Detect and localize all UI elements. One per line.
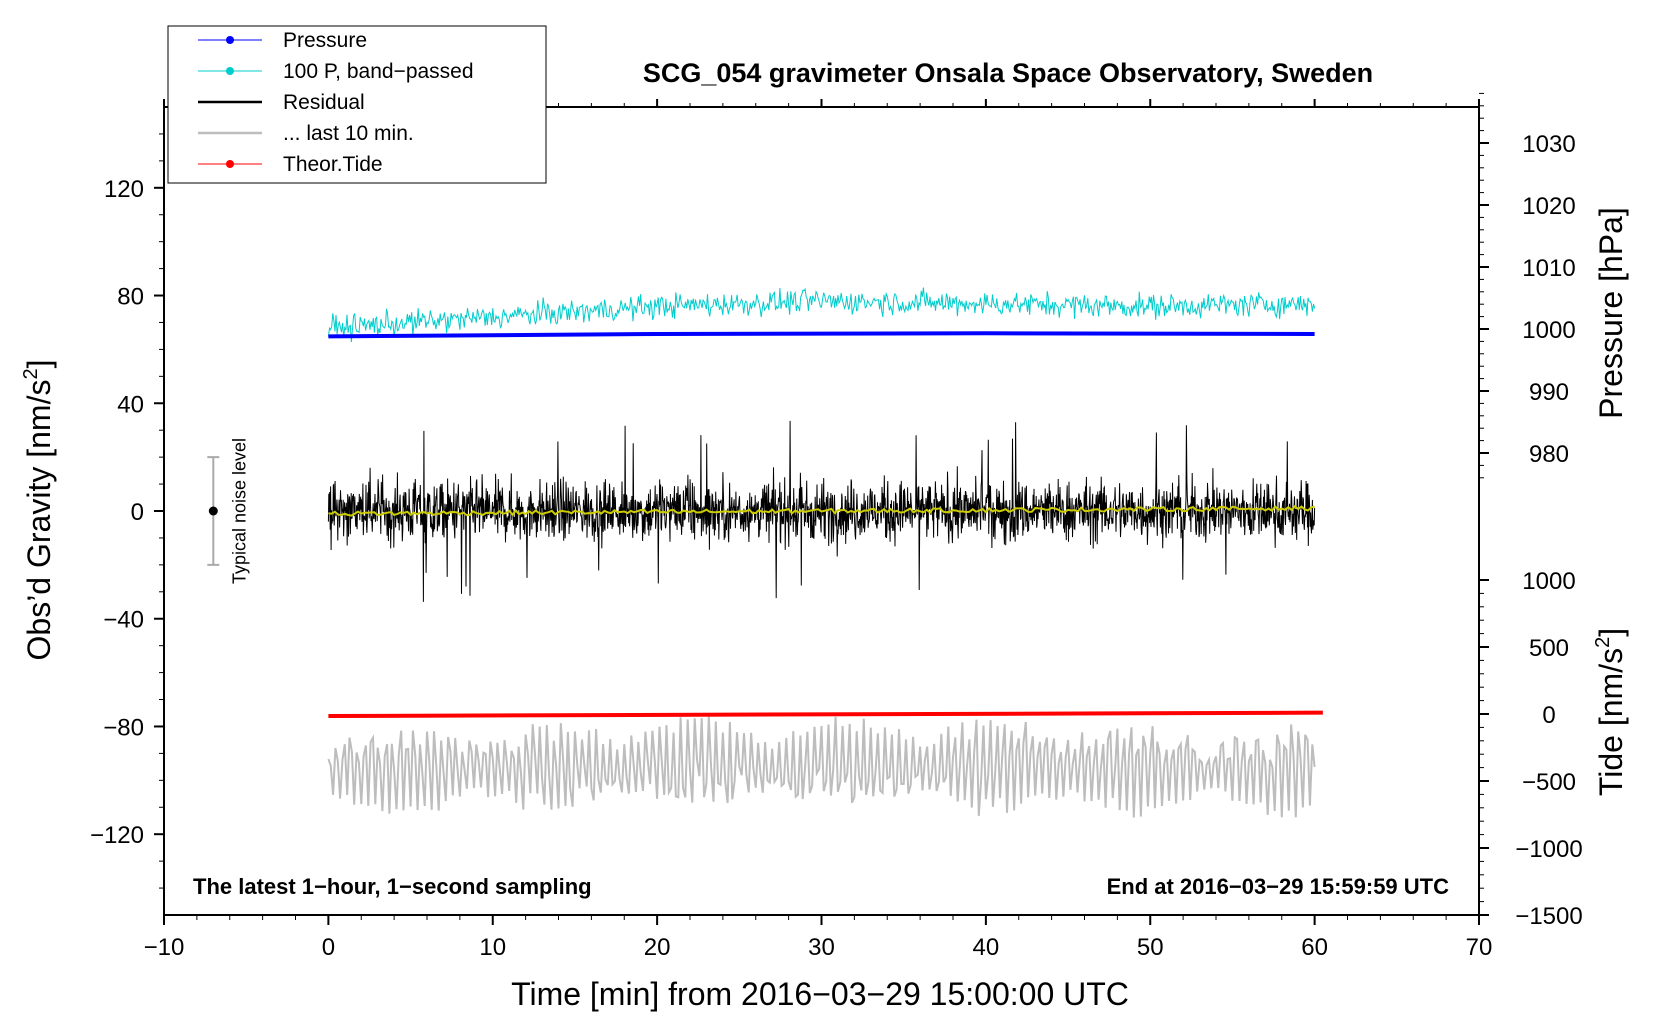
legend-entry-last-10-min-label: ... last 10 min. — [283, 122, 414, 145]
pressure-tick-label: 980 — [1529, 441, 1569, 468]
y-tick-label: 120 — [104, 176, 144, 203]
y-axis-ticks-left: −120 −80 −40 0 40 80 120 — [90, 133, 164, 889]
x-tick-label: 30 — [808, 934, 835, 961]
x-axis-label: Time [min] from 2016−03−29 15:00:00 UTC — [511, 976, 1129, 1012]
tide-axis-label-end: ] — [1593, 628, 1629, 637]
x-axis-ticks: −10 0 10 20 30 40 50 60 70 — [144, 99, 1493, 961]
pressure-tick-label: 1010 — [1522, 255, 1575, 282]
tide-tick-label: −1500 — [1515, 903, 1582, 930]
tide-tick-label: 0 — [1542, 702, 1555, 729]
series-band-passed-pressure — [327, 287, 1316, 343]
pressure-tick-label: 1000 — [1522, 317, 1575, 344]
y-axis-label-left-sup: 2 — [20, 368, 42, 379]
legend-entry-theor-tide-marker — [226, 160, 234, 168]
pressure-tick-label: 1020 — [1522, 193, 1575, 220]
y-tick-label: −80 — [103, 714, 144, 741]
pressure-axis-label: Pressure [hPa] — [1593, 207, 1629, 419]
series-theor-tide — [328, 710, 1323, 719]
y-tick-label: 80 — [117, 284, 144, 311]
y-axis-label-left: Obs’d Gravity [nm/s2] — [20, 360, 57, 661]
tide-tick-label: −500 — [1522, 769, 1576, 796]
noise-level-indicator: Typical noise level — [207, 438, 249, 584]
legend-entry-residual-label: Residual — [283, 91, 365, 114]
annotation-end-time: End at 2016−03−29 15:59:59 UTC — [1107, 874, 1450, 899]
tide-tick-label: −1000 — [1515, 836, 1582, 863]
y-axis-label-left-main: Obs’d Gravity [nm/s — [21, 380, 57, 661]
data-series — [327, 287, 1323, 818]
x-tick-label: 40 — [973, 934, 1000, 961]
y-tick-label: −120 — [90, 822, 144, 849]
legend-entry-pressure-marker — [226, 36, 234, 44]
tide-tick-label: 1000 — [1522, 568, 1575, 595]
legend-entry-theor-tide-label: Theor.Tide — [283, 153, 383, 176]
pressure-tick-label: 990 — [1529, 379, 1569, 406]
annotation-sampling: The latest 1−hour, 1−second sampling — [193, 874, 592, 899]
x-tick-label: 70 — [1466, 934, 1493, 961]
legend-box — [167, 25, 547, 184]
x-tick-label: 0 — [322, 934, 335, 961]
x-tick-label: 10 — [479, 934, 506, 961]
legend-entry-pressure-label: Pressure — [283, 29, 367, 52]
chart-title: SCG_054 gravimeter Onsala Space Observat… — [643, 58, 1373, 88]
y-axis-label-left-end: ] — [21, 360, 57, 369]
noise-level-label: Typical noise level — [229, 438, 249, 584]
legend-entry-100-p-band-passed-label: 100 P, band−passed — [283, 60, 474, 83]
series-pressure — [328, 331, 1315, 339]
pressure-axis-ticks: 980 990 1000 1010 1020 1030 — [1479, 92, 1576, 479]
tide-axis-label-main: Tide [nm/s — [1593, 648, 1629, 796]
series-residual-smoothed — [328, 504, 1315, 517]
series-last-10-min — [327, 716, 1316, 818]
tide-axis-label: Tide [nm/s2] — [1592, 628, 1629, 796]
tide-tick-label: 500 — [1529, 635, 1569, 662]
x-tick-label: −10 — [144, 934, 185, 961]
y-tick-label: 40 — [117, 391, 144, 418]
tide-axis-label-sup: 2 — [1592, 637, 1614, 648]
pressure-tick-label: 1030 — [1522, 131, 1575, 158]
x-tick-label: 50 — [1137, 934, 1164, 961]
x-tick-label: 20 — [644, 934, 671, 961]
legend: Pressure 100 P, band−passed Residual ... la… — [167, 25, 547, 184]
legend-entry-100-p-band-passed-marker — [226, 67, 234, 75]
x-tick-label: 60 — [1301, 934, 1328, 961]
y-tick-label: 0 — [131, 499, 144, 526]
noise-center-dot — [208, 506, 218, 516]
y-tick-label: −40 — [103, 607, 144, 634]
tide-axis-ticks: −1500 −1000 −500 0 500 1000 — [1479, 568, 1583, 930]
